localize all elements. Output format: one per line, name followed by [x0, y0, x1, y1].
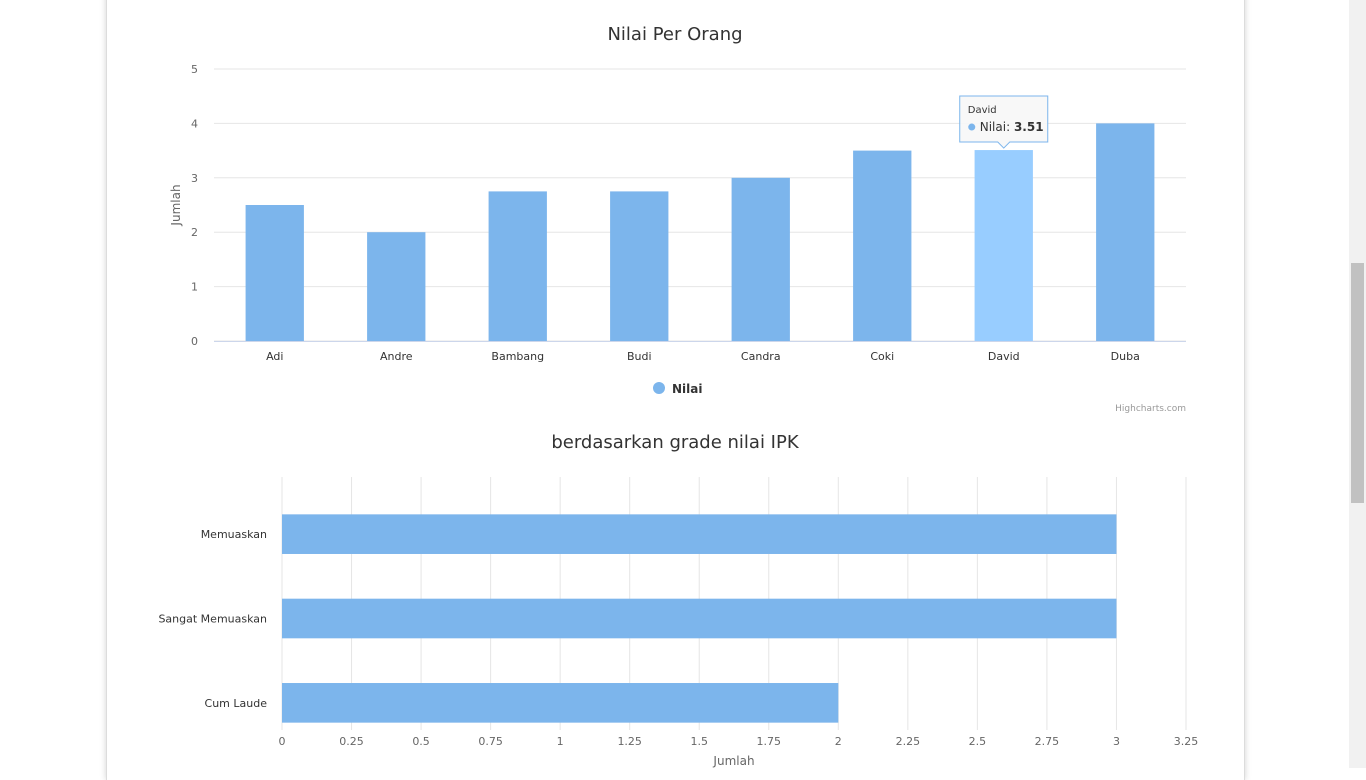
tooltip-series-marker	[968, 123, 976, 131]
x-tick-label: Budi	[627, 350, 652, 363]
bar-andre[interactable]	[367, 232, 426, 341]
x-tick-label: 0.75	[478, 735, 503, 748]
x-tick-label: 1.25	[617, 735, 642, 748]
tooltip-value: Nilai: 3.51	[980, 120, 1044, 134]
x-tick-label: Adi	[266, 350, 283, 363]
tooltip-category: David	[968, 105, 997, 116]
y-tick-label: 2	[191, 226, 198, 239]
x-tick-label: Andre	[380, 350, 413, 363]
credits-link[interactable]: Highcharts.com	[1115, 404, 1186, 414]
y-tick-label: Memuaskan	[201, 528, 267, 541]
bar-david[interactable]	[974, 150, 1033, 341]
bar-candra[interactable]	[731, 177, 790, 341]
bar-adi[interactable]	[245, 205, 304, 341]
chart-nilai-per-orang: Nilai Per Orang Jumlah 0 1 2 3 4 5 Adi Andre Ba…	[169, 24, 1186, 414]
chart-title: Nilai Per Orang	[607, 24, 742, 45]
x-tick-label: 3.25	[1174, 735, 1199, 748]
x-tick-label: 0.5	[412, 735, 430, 748]
bar-cum-laude[interactable]	[282, 683, 839, 723]
x-tick-label: 2.5	[969, 735, 987, 748]
x-tick-label: David	[988, 350, 1020, 363]
y-axis-title: Jumlah	[169, 184, 183, 226]
x-tick-label: 2	[835, 735, 842, 748]
x-tick-label: 0	[279, 735, 286, 748]
x-tick-label: 1.5	[690, 735, 708, 748]
legend-item-nilai[interactable]: Nilai	[672, 382, 702, 396]
bar-sangat-memuaskan[interactable]	[282, 598, 1117, 639]
y-tick-label: 3	[191, 172, 198, 185]
y-tick-label: 4	[191, 117, 198, 130]
x-tick-label: 2.25	[896, 735, 921, 748]
bar-memuaskan[interactable]	[282, 514, 1117, 554]
chart-grade-ipk: berdasarkan grade nilai IPK Memuaskan San…	[158, 432, 1199, 768]
bar-budi[interactable]	[610, 191, 669, 341]
legend-marker	[653, 382, 665, 394]
bar-bambang[interactable]	[488, 191, 547, 341]
x-tick-label: 3	[1113, 735, 1120, 748]
tooltip-box	[959, 95, 1049, 149]
tooltip: David Nilai: 3.51	[959, 95, 1049, 149]
page-card	[106, 0, 1245, 780]
x-tick-label: 0.25	[339, 735, 364, 748]
y-tick-label: Cum Laude	[205, 697, 268, 710]
x-tick-label: 1.75	[757, 735, 782, 748]
x-tick-label: Bambang	[491, 350, 544, 363]
legend[interactable]: Nilai	[653, 382, 702, 396]
y-tick-label: Sangat Memuaskan	[158, 613, 267, 626]
scrollbar[interactable]	[1349, 0, 1366, 768]
y-tick-label: 5	[191, 63, 198, 76]
x-tick-label: 1	[557, 735, 564, 748]
x-tick-label: Duba	[1111, 350, 1140, 363]
chart-title: berdasarkan grade nilai IPK	[551, 432, 800, 453]
bar-duba[interactable]	[1096, 123, 1155, 342]
bar-coki[interactable]	[853, 150, 912, 341]
scrollbar-thumb[interactable]	[1351, 263, 1364, 503]
x-tick-label: 2.75	[1035, 735, 1060, 748]
y-tick-label: 0	[191, 335, 198, 348]
x-axis-title: Jumlah	[712, 754, 754, 768]
x-tick-label: Candra	[741, 350, 781, 363]
y-tick-label: 1	[191, 281, 198, 294]
x-tick-label: Coki	[870, 350, 894, 363]
